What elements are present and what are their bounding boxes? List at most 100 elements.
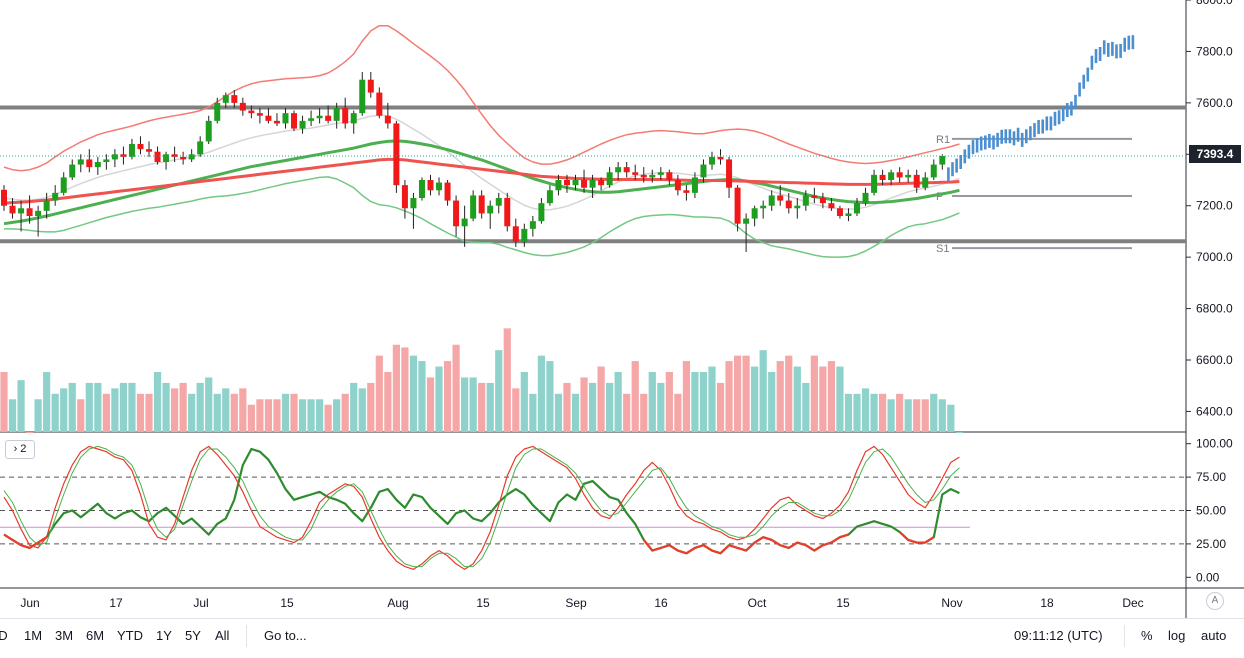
volume-bar <box>333 399 341 432</box>
oscillator-segment <box>830 536 841 544</box>
range-1m-button[interactable]: 1M <box>24 628 43 643</box>
volume-bar <box>316 399 324 432</box>
auto-toggle[interactable]: auto <box>1201 628 1227 643</box>
volume-bar <box>614 372 622 432</box>
forecast-bar <box>1045 116 1049 131</box>
forecast-bar <box>1020 132 1024 147</box>
forecast-bar <box>1123 37 1126 52</box>
candle-body <box>828 203 835 209</box>
candle-body <box>43 200 50 211</box>
range-3m-button[interactable]: 3M <box>55 628 74 643</box>
range-5d-button[interactable]: 5D <box>0 628 8 643</box>
candle-body <box>180 156 187 160</box>
volume-bar <box>733 355 742 432</box>
volume-bar <box>827 361 836 432</box>
percent-toggle[interactable]: % <box>1141 628 1153 643</box>
oscillator-segment <box>822 541 832 547</box>
oscillator-line <box>3 445 960 570</box>
osc-tick-label: 100.00 <box>1196 437 1233 451</box>
range-6m-button[interactable]: 6M <box>86 628 105 643</box>
candle-body <box>939 155 946 165</box>
candle-body <box>325 115 332 121</box>
volume-bar <box>955 432 963 433</box>
candle-body <box>111 154 118 160</box>
oscillator-segment <box>668 544 679 552</box>
volume-bar <box>461 377 469 432</box>
volume-bar <box>588 382 597 432</box>
volume-bar <box>256 399 264 432</box>
toolbar-divider <box>1124 625 1125 647</box>
volume-bar <box>606 382 614 432</box>
range-ytd-button[interactable]: YTD <box>117 628 143 643</box>
goto-button[interactable]: Go to... <box>264 628 307 643</box>
volume-bar <box>418 361 426 432</box>
candle-body <box>137 144 144 150</box>
forecast-bar <box>992 135 995 150</box>
volume-bar <box>435 366 443 432</box>
volume-bar <box>742 355 750 432</box>
forecast-bar <box>1029 126 1032 141</box>
candle-body <box>615 167 622 173</box>
forecast-bar <box>979 136 983 151</box>
time-axis-label: Nov <box>941 596 962 610</box>
volume-bar <box>554 393 563 432</box>
candle-body <box>538 203 545 222</box>
range-all-button[interactable]: All <box>215 628 230 643</box>
candle-body <box>512 226 519 242</box>
candle-body <box>760 205 767 209</box>
time-axis-label: Oct <box>748 596 767 610</box>
volume-bar <box>68 382 76 432</box>
price-tick-label: 7800.0 <box>1196 44 1233 58</box>
auto-scale-button[interactable]: A <box>1206 592 1224 610</box>
candle-body <box>751 208 758 219</box>
price-tick-label: 7000.0 <box>1196 250 1233 264</box>
candle-body <box>854 203 860 214</box>
volume-bar <box>85 382 93 432</box>
price-tick-label: 7600.0 <box>1196 96 1233 110</box>
candle-body <box>299 120 306 129</box>
volume-bar <box>94 382 102 432</box>
volume-bar <box>264 399 273 432</box>
volume-bar <box>486 382 494 432</box>
candle-body <box>265 115 272 121</box>
candle-body <box>529 221 536 229</box>
forecast-bar <box>1111 41 1114 56</box>
oscillator-segment <box>796 541 807 547</box>
volume-bar <box>793 366 801 432</box>
range-5y-button[interactable]: 5Y <box>185 628 201 643</box>
price-tick-label: 7200.0 <box>1196 199 1233 213</box>
volume-bar <box>213 393 221 432</box>
clock-label[interactable]: 09:11:12 (UTC) <box>1014 628 1103 643</box>
candle-body <box>231 95 238 103</box>
candle-body <box>248 110 255 114</box>
candle-body <box>316 115 323 119</box>
moving-average-line <box>3 139 960 226</box>
oscillator-segment <box>694 544 704 549</box>
volume-bar <box>520 372 528 432</box>
oscillator-segment <box>728 544 738 549</box>
bollinger-lower-line <box>4 176 960 258</box>
volume-bar <box>580 377 588 432</box>
volume-bar <box>896 393 904 432</box>
log-toggle[interactable]: log <box>1168 628 1186 643</box>
candle-body <box>700 164 707 178</box>
volume-bar <box>188 393 196 432</box>
candle-body <box>384 115 391 124</box>
volume-bar <box>230 393 238 432</box>
candle-body <box>623 167 630 173</box>
candle-body <box>811 195 818 198</box>
candle-body <box>743 218 750 224</box>
time-axis-label: Sep <box>565 596 587 610</box>
candle-body <box>444 182 451 201</box>
volume-bar <box>751 366 759 432</box>
forecast-bar <box>1000 129 1003 144</box>
volume-bar <box>119 382 128 432</box>
candle-body <box>222 95 229 103</box>
range-1y-button[interactable]: 1Y <box>156 628 172 643</box>
time-axis-label: Jun <box>20 596 39 610</box>
pane-toggle-button[interactable]: › 2 <box>5 440 35 459</box>
candle-body <box>69 164 76 178</box>
volume-bar <box>597 366 605 432</box>
